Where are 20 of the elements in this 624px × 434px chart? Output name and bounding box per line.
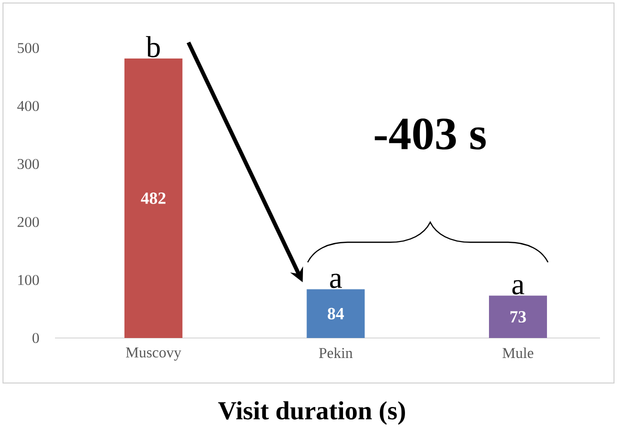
x-axis-title: Visit duration (s) xyxy=(218,401,405,425)
y-tick-label: 500 xyxy=(18,42,39,54)
annotation: a xyxy=(330,274,342,288)
x-tick-label: Pekin xyxy=(319,348,353,358)
y-tick-label: 100 xyxy=(18,274,39,286)
annotation: a xyxy=(512,280,524,294)
y-tick-label: 200 xyxy=(18,216,39,228)
y-tick-label: 0 xyxy=(32,332,39,344)
bar xyxy=(306,289,365,338)
y-tick-label: 300 xyxy=(18,158,39,170)
annotation: -403 s xyxy=(374,118,486,150)
bar xyxy=(488,296,547,338)
annotation: b xyxy=(146,36,160,58)
x-tick-label: Mule xyxy=(502,348,534,358)
bar xyxy=(124,58,182,338)
data-label: 73 xyxy=(510,311,526,323)
data-label: 84 xyxy=(328,308,344,320)
x-tick-label: Muscovy xyxy=(126,348,182,361)
data-label: 482 xyxy=(140,192,166,204)
y-tick-label: 400 xyxy=(17,100,39,112)
